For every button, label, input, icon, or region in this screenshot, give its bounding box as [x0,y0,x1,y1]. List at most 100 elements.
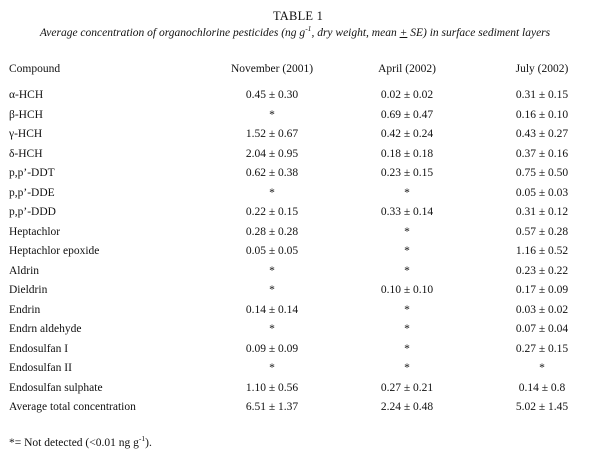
value-july: 0.43 ± 0.27 [515,128,569,140]
value-july: 0.16 ± 0.10 [515,108,569,121]
value-april: 2.24 ± 0.48 [380,401,434,413]
compound-name: Endrn aldehyde [9,323,82,335]
value-july: 0.75 ± 0.50 [515,167,569,179]
value-april: * [404,362,410,374]
table-row: β-HCH * 0.69 ± 0.47 0.16 ± 0.10 [0,109,596,125]
value-november: * [269,362,275,374]
compound-name: Endosulfan I [9,342,69,355]
compound-name: Endosulfan sulphate [9,381,103,394]
table-row: Endosulfan II * * * [0,362,596,378]
table-row: Endosulfan sulphate 1.10 ± 0.56 0.27 ± 0… [0,382,596,398]
table-row: Heptachlor 0.28 ± 0.28 * 0.57 ± 0.28 [0,226,596,242]
caption-text-start: Average concentration of organochlorine … [39,26,306,39]
value-april: 0.69 ± 0.47 [380,108,434,121]
footnote-unit-superscript: -1 [138,434,146,443]
header-july-2002: July (2002) [515,63,569,75]
compound-name: Heptachlor epoxide [9,245,100,257]
value-november: 0.28 ± 0.28 [245,225,299,238]
header-compound: Compound [9,63,61,75]
table-row: Endosulfan I 0.09 ± 0.09 * 0.27 ± 0.15 [0,343,596,359]
value-november: * [269,186,275,199]
value-april: 0.33 ± 0.14 [380,206,434,218]
table-header-row: Compound November (2001) April (2002) Ju… [0,63,596,79]
compound-name: p,p’-DDT [9,167,55,179]
compound-name: δ-HCH [9,147,43,160]
compound-name: Aldrin [9,264,40,277]
value-april: * [404,264,410,277]
table-row: Dieldrin * 0.10 ± 0.10 0.17 ± 0.09 [0,284,596,300]
value-july: 0.23 ± 0.22 [515,264,569,277]
value-april: * [404,303,410,316]
value-november: * [269,323,275,335]
caption-text-end: SE) in surface sediment layers [407,26,551,39]
value-november: * [269,108,275,121]
table-row: p,p’-DDT 0.62 ± 0.38 0.23 ± 0.15 0.75 ± … [0,167,596,183]
value-july: * [539,362,545,374]
value-july: 0.31 ± 0.12 [515,206,569,218]
table-row: Heptachlor epoxide 0.05 ± 0.05 * 1.16 ± … [0,245,596,261]
value-november: 0.22 ± 0.15 [245,206,299,218]
value-november: * [269,284,275,296]
table-footnote: *= Not detected (<0.01 ng g-1). [9,434,152,449]
table-row: γ-HCH 1.52 ± 0.67 0.42 ± 0.24 0.43 ± 0.2… [0,128,596,144]
value-july: 0.03 ± 0.02 [515,303,569,316]
value-april: 0.27 ± 0.21 [380,381,434,394]
footnote-text-start: *= Not detected (<0.01 ng g [9,436,139,449]
value-november: 0.45 ± 0.30 [245,89,299,101]
value-november: 0.05 ± 0.05 [245,245,299,257]
header-november-2001: November (2001) [230,63,314,75]
value-november: * [269,264,275,277]
value-july: 5.02 ± 1.45 [515,401,569,413]
caption-unit-superscript: -1 [305,24,312,33]
compound-name: Dieldrin [9,284,48,296]
value-july: 0.31 ± 0.15 [515,89,569,101]
value-november: 2.04 ± 0.95 [245,147,299,160]
compound-name: Average total concentration [9,401,136,413]
table-row: p,p’-DDD 0.22 ± 0.15 0.33 ± 0.14 0.31 ± … [0,206,596,222]
footnote-text-end: ). [145,436,152,449]
table-row: p,p’-DDE * * 0.05 ± 0.03 [0,187,596,203]
table-row: δ-HCH 2.04 ± 0.95 0.18 ± 0.18 0.37 ± 0.1… [0,148,596,164]
value-july: 0.05 ± 0.03 [515,186,569,199]
value-april: 0.42 ± 0.24 [380,128,434,140]
value-april: 0.18 ± 0.18 [380,147,434,160]
value-july: 0.27 ± 0.15 [515,342,569,355]
value-november: 0.09 ± 0.09 [245,342,299,355]
table-row: α-HCH 0.45 ± 0.30 0.02 ± 0.02 0.31 ± 0.1… [0,89,596,105]
compound-name: Endosulfan II [9,362,72,374]
value-november: 6.51 ± 1.37 [245,401,299,413]
compound-name: α-HCH [9,89,44,101]
value-july: 0.37 ± 0.16 [515,147,569,160]
value-july: 0.57 ± 0.28 [515,225,569,238]
value-july: 0.17 ± 0.09 [515,284,569,296]
value-april: 0.10 ± 0.10 [380,284,434,296]
table-number: TABLE 1 [272,9,324,23]
value-november: 1.52 ± 0.67 [245,128,299,140]
value-july: 1.16 ± 0.52 [515,245,569,257]
header-april-2002: April (2002) [378,63,436,75]
compound-name: β-HCH [9,108,43,121]
value-april: * [404,245,410,257]
table-row-total: Average total concentration 6.51 ± 1.37 … [0,401,596,417]
value-april: 0.02 ± 0.02 [380,89,434,101]
compound-name: Endrin [9,303,41,316]
compound-name: p,p’-DDE [9,186,55,199]
value-april: * [404,342,410,355]
table-row: Aldrin * * 0.23 ± 0.22 [0,265,596,281]
table-caption: Average concentration of organochlorine … [0,24,590,39]
value-july: 0.07 ± 0.04 [515,323,569,335]
value-april: 0.23 ± 0.15 [380,167,434,179]
value-april: * [404,225,410,238]
caption-plus-minus: + [399,26,408,39]
value-november: 0.14 ± 0.14 [245,303,299,316]
value-november: 0.62 ± 0.38 [245,167,299,179]
table-row: Endrn aldehyde * * 0.07 ± 0.04 [0,323,596,339]
value-november: 1.10 ± 0.56 [245,381,299,394]
value-april: * [404,323,410,335]
caption-text-middle: , dry weight, mean [311,26,400,39]
table-row: Endrin 0.14 ± 0.14 * 0.03 ± 0.02 [0,304,596,320]
compound-name: p,p’-DDD [9,206,56,218]
compound-name: γ-HCH [9,128,43,140]
compound-name: Heptachlor [9,225,61,238]
value-july: 0.14 ± 0.8 [518,381,566,394]
